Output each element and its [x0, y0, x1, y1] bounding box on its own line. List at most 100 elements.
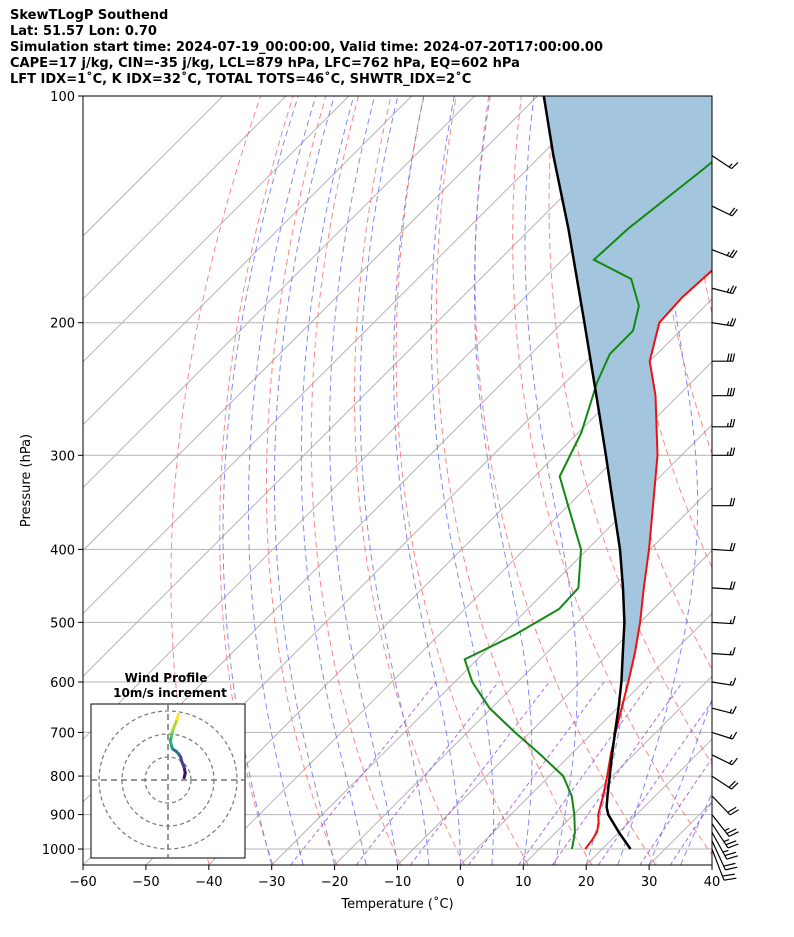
wind-barb-half-flag [726, 422, 729, 427]
inset-subtitle: 10m/s increment [113, 686, 227, 700]
wind-barb-half-flag [723, 839, 730, 843]
dry-adiabat [310, 96, 402, 865]
chart-header: SkewTLogP Southend Lat: 51.57 Lon: 0.70 … [10, 8, 603, 88]
y-tick-label: 800 [50, 770, 75, 785]
wind-barb-flag [725, 840, 737, 846]
isotherm-line [145, 298, 712, 865]
moist-adiabat [393, 96, 461, 865]
wind-barb [711, 581, 736, 590]
y-tick-label: 900 [50, 809, 75, 824]
wind-barb-flag [729, 809, 739, 816]
wind-barb-staff [711, 823, 729, 849]
x-tick-label: −40 [195, 875, 222, 890]
wind-barb-flag [724, 851, 737, 857]
mixing-ratio-line [597, 700, 712, 865]
wind-barb-flag [732, 731, 738, 740]
wind-barb-flag [729, 542, 733, 551]
wind-barb-half-flag [726, 288, 730, 293]
wind-barb [711, 677, 737, 686]
wind-barb-half-flag [729, 759, 733, 764]
wind-barb [712, 497, 736, 507]
wind-barb-flag [732, 615, 736, 624]
wind-barb [711, 705, 737, 715]
wind-barb-staff [711, 814, 730, 837]
y-axis-label: Pressure (hPa) [19, 434, 34, 527]
wind-barb-flag [729, 207, 736, 215]
dry-adiabat [717, 96, 794, 865]
dewpoint-line [463, 160, 712, 850]
parcel-line [542, 96, 632, 850]
stability-indices-1: CAPE=17 j/kg, CIN=-35 j/kg, LCL=879 hPa,… [10, 56, 520, 71]
wind-barb-flag [732, 419, 736, 427]
dry-adiabat [353, 96, 465, 865]
wind-barb-flag [731, 757, 738, 766]
dry-adiabat [749, 96, 794, 865]
isotherm-line [83, 96, 224, 237]
wind-barb-flag [726, 353, 730, 362]
wind-barb-flag [732, 286, 737, 294]
moist-adiabat [430, 96, 495, 865]
wind-barb [712, 387, 736, 397]
isotherm-line [83, 96, 350, 363]
wind-barb-staff [711, 548, 733, 552]
x-tick-label: 10 [515, 875, 532, 890]
y-tick-label: 400 [50, 543, 75, 558]
x-tick-label: −10 [384, 875, 411, 890]
wind-barb [711, 285, 737, 295]
moist-adiabat [274, 96, 336, 865]
wind-barb-flag [732, 497, 736, 506]
wind-profile-inset: Wind Profile 10m/s increment [90, 671, 246, 859]
x-tick-label: 20 [578, 875, 595, 890]
mixing-ratio-line [518, 681, 652, 865]
wind-barb-staff [711, 754, 733, 766]
wind-barb-flag [725, 866, 738, 871]
dry-adiabat [395, 96, 529, 865]
dry-adiabat [651, 96, 712, 455]
wind-barb-half-flag [724, 827, 730, 832]
station-title: SkewTLogP Southend [10, 8, 169, 23]
wind-barb-flag [728, 831, 739, 837]
x-tick-label: 30 [641, 875, 658, 890]
wind-barb-staff [711, 840, 726, 871]
moist-adiabat [744, 96, 794, 865]
wind-barb-flag [726, 855, 739, 860]
wind-barb-flag [729, 497, 733, 506]
wind-barb-flag [726, 387, 730, 396]
wind-barb-staff [711, 652, 733, 656]
wind-barb-flag [723, 862, 736, 867]
wind-barb-flag [732, 542, 736, 551]
wind-barb-flag [732, 677, 737, 686]
moist-adiabat [524, 96, 578, 865]
isotherm-line [83, 96, 538, 552]
wind-barb-flag [732, 581, 736, 590]
wind-barb-staff [711, 621, 733, 625]
wind-barb-flag [732, 318, 737, 327]
wind-barb [711, 542, 736, 552]
wind-barb-flag [732, 387, 736, 396]
wind-barb [711, 775, 739, 790]
dry-adiabat [512, 96, 712, 856]
y-tick-label: 1000 [42, 843, 75, 858]
wind-barb-staff [711, 155, 732, 170]
y-tick-label: 100 [50, 90, 75, 105]
wind-barb [711, 840, 738, 871]
x-tick-label: −60 [69, 875, 96, 890]
dry-adiabat [782, 96, 794, 865]
wind-barb-staff [711, 731, 733, 740]
wind-barb-flag [722, 873, 735, 877]
wind-barb-flag [723, 877, 737, 881]
x-axis-label: Temperature (˚C) [340, 896, 453, 912]
wind-barb-flag [729, 353, 733, 362]
dry-adiabat [548, 96, 712, 765]
dry-adiabat [474, 96, 657, 865]
moist-adiabat [473, 96, 533, 865]
wind-barb-flag [729, 317, 734, 326]
x-tick-label: 40 [704, 875, 721, 890]
wind-barb-flag [731, 208, 738, 217]
wind-barb-flag [726, 828, 737, 835]
wind-barb-flag [731, 161, 739, 170]
isotherm-line [83, 96, 475, 489]
wind-barb-half-flag [729, 680, 733, 686]
moist-adiabat [222, 96, 299, 865]
y-tick-label: 500 [50, 616, 75, 631]
